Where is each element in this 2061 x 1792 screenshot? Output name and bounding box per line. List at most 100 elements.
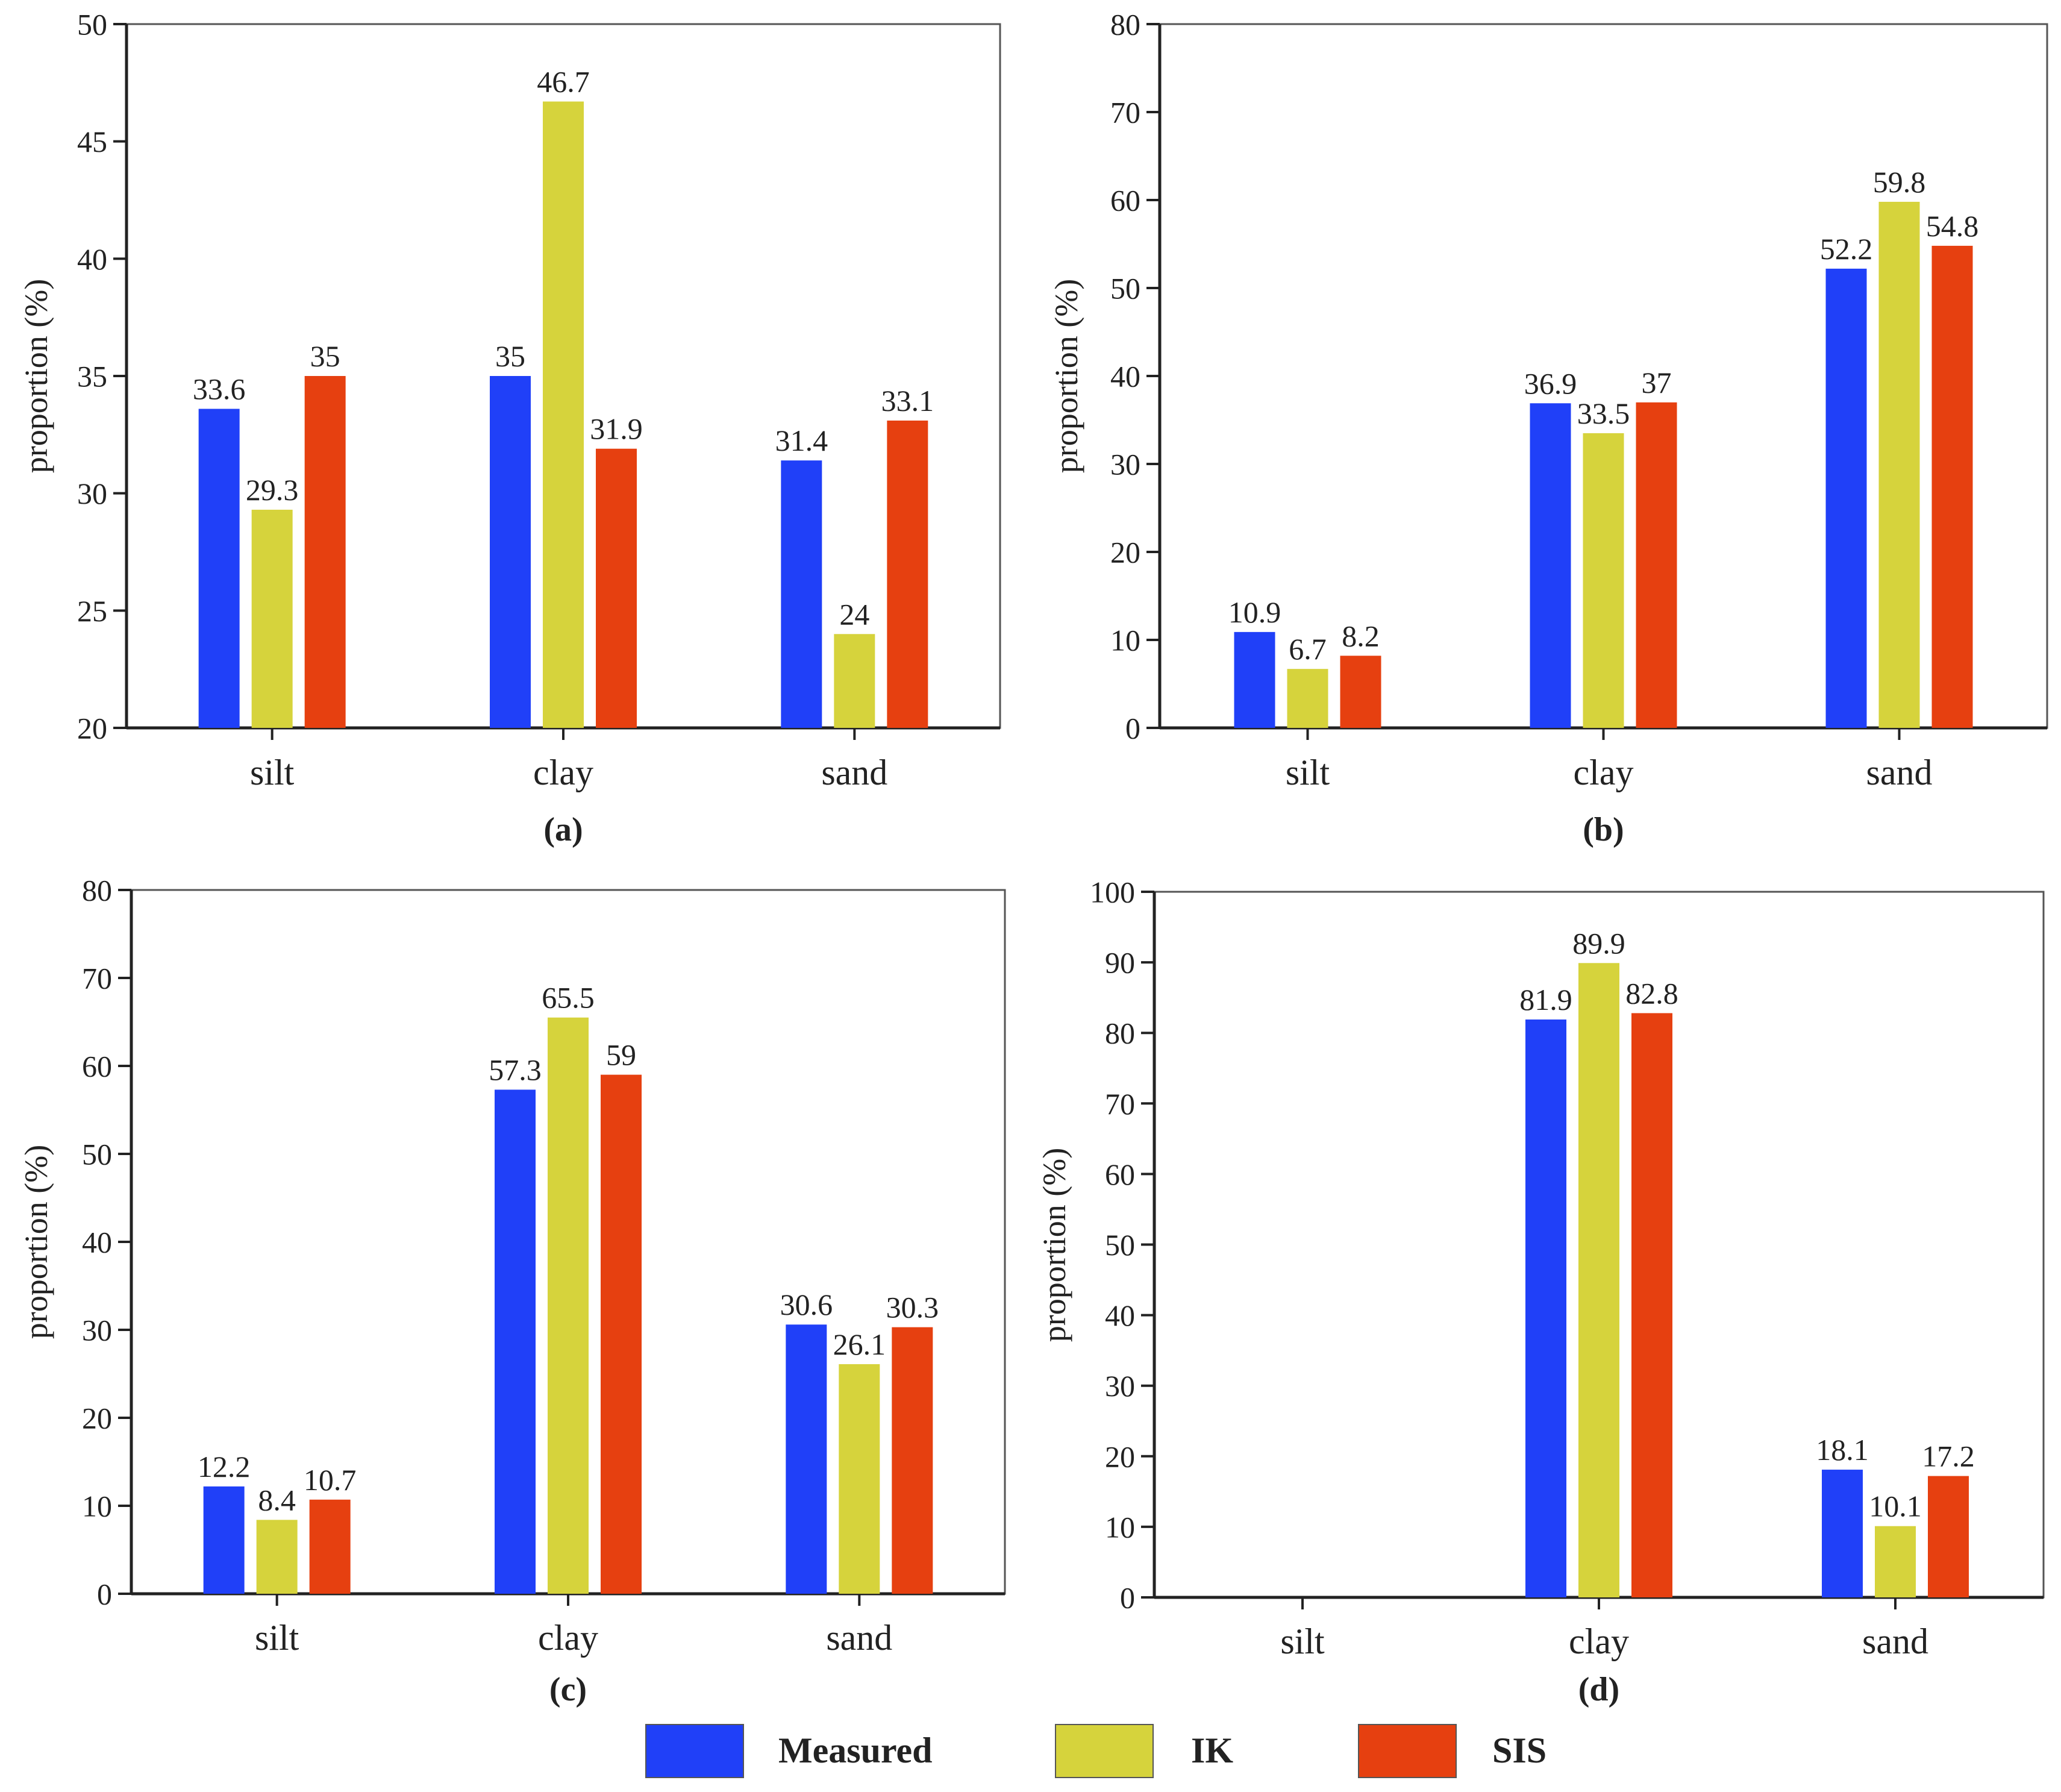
chart-panel-b: 0 10 20 30 40 50 60 70 80 proportion (%) silt 10.96… <box>1048 8 2048 848</box>
y-tick-label: 30 <box>1105 1369 1135 1403</box>
bar-ik-silt <box>251 509 293 728</box>
chart-panel-a: 20 25 30 35 40 45 50 proportion (%) silt 33.6 29.3… <box>18 8 1001 848</box>
bar-sis-silt <box>1340 656 1381 728</box>
bar-measured-silt <box>198 409 240 728</box>
panel-label: (c) <box>549 1671 587 1708</box>
y-axis-label: proportion (%) <box>1048 279 1084 473</box>
y-tick-label: 60 <box>1110 184 1140 218</box>
x-tick-label: silt <box>1280 1621 1325 1661</box>
bar-sis-clay <box>1636 402 1677 728</box>
y-tick-label: 20 <box>1105 1440 1135 1473</box>
y-tick-label: 40 <box>1110 360 1140 393</box>
data-label: 89.9 <box>1572 926 1625 960</box>
bar-measured-sand <box>781 460 822 728</box>
y-tick-label: 40 <box>82 1226 112 1259</box>
data-label: 33.1 <box>881 384 934 418</box>
chart-panel-c: 0 10 20 30 40 50 60 70 80 proportion (%) silt 12.28… <box>18 874 1006 1708</box>
y-tick-label: 50 <box>77 8 107 42</box>
data-label: 10.1 <box>1869 1490 1922 1523</box>
bar-measured-sand <box>1825 268 1867 728</box>
bar-ik-sand <box>839 1364 880 1594</box>
data-label: 59.8 <box>1873 165 1926 199</box>
bar-measured-clay <box>1525 1019 1566 1597</box>
y-tick-label: 10 <box>1105 1510 1135 1544</box>
data-label: 33.6 <box>193 372 246 406</box>
bar-ik-sand <box>834 634 875 728</box>
y-tick-label: 0 <box>1125 712 1140 745</box>
data-label: 10.9 <box>1228 595 1281 629</box>
x-tick-label: clay <box>533 753 593 792</box>
panel-label: (a) <box>543 811 583 848</box>
bar-sis-silt <box>304 376 346 728</box>
chart-panel-d: 0 10 20 30 40 50 60 70 80 90 100 proportion (%) silt… <box>1036 876 2045 1708</box>
y-tick-label: 40 <box>1105 1299 1135 1332</box>
bar-sis-clay <box>601 1074 642 1594</box>
y-tick-label: 30 <box>82 1314 112 1347</box>
y-tick-label: 70 <box>82 962 112 995</box>
bar-ik-clay <box>1583 433 1624 728</box>
data-label: 35 <box>495 339 525 373</box>
y-tick-label: 0 <box>97 1577 112 1611</box>
y-axis-label: proportion (%) <box>18 279 54 473</box>
data-label: 31.4 <box>775 424 828 457</box>
data-label: 26.1 <box>833 1327 886 1361</box>
legend-swatch-ik <box>1055 1724 1154 1778</box>
data-label: 12.2 <box>198 1450 251 1483</box>
bar-measured-sand <box>1822 1470 1863 1597</box>
x-tick-label: clay <box>538 1618 598 1658</box>
y-tick-label: 30 <box>1110 448 1140 481</box>
x-tick-label: silt <box>255 1618 299 1658</box>
data-label: 46.7 <box>537 64 590 98</box>
bar-measured-clay <box>1530 403 1571 728</box>
data-label: 8.2 <box>1342 619 1380 653</box>
y-tick-label: 60 <box>82 1050 112 1083</box>
bar-sis-clay <box>596 448 637 728</box>
data-label: 6.7 <box>1289 632 1327 666</box>
x-tick-label: silt <box>250 753 295 792</box>
bar-sis-sand <box>887 420 928 728</box>
data-label: 35 <box>310 339 340 373</box>
y-tick-label: 80 <box>1105 1017 1135 1050</box>
data-label: 52.2 <box>1820 232 1873 266</box>
data-label: 18.1 <box>1816 1433 1869 1467</box>
y-tick-label: 0 <box>1120 1581 1135 1615</box>
data-label: 24 <box>839 597 869 631</box>
data-label: 29.3 <box>246 473 299 507</box>
data-label: 33.5 <box>1577 396 1630 430</box>
bar-sis-clay <box>1631 1013 1672 1597</box>
x-tick-label: clay <box>1569 1621 1629 1661</box>
bar-measured-clay <box>490 376 531 728</box>
legend: Measured IK SIS <box>645 1724 1547 1778</box>
data-label: 57.3 <box>489 1053 542 1086</box>
bar-sis-sand <box>892 1327 933 1594</box>
data-label: 30.3 <box>886 1291 939 1324</box>
y-tick-label: 20 <box>82 1402 112 1435</box>
x-tick-label: sand <box>1866 753 1933 792</box>
data-label: 30.6 <box>780 1288 833 1321</box>
y-tick-label: 80 <box>1110 8 1140 42</box>
bar-sis-sand <box>1928 1476 1969 1597</box>
y-tick-label: 10 <box>82 1490 112 1523</box>
y-tick-label: 10 <box>1110 624 1140 657</box>
y-tick-label: 100 <box>1090 876 1135 909</box>
legend-swatch-measured <box>645 1724 744 1778</box>
bar-ik-clay <box>548 1017 589 1594</box>
panel-label: (b) <box>1583 811 1624 848</box>
y-tick-label: 35 <box>77 360 107 393</box>
legend-label-sis: SIS <box>1492 1731 1547 1770</box>
y-tick-label: 70 <box>1105 1087 1135 1121</box>
data-label: 82.8 <box>1625 976 1678 1010</box>
legend-label-measured: Measured <box>778 1731 933 1770</box>
x-tick-label: silt <box>1286 753 1330 792</box>
y-tick-label: 20 <box>77 712 107 745</box>
data-label: 59 <box>606 1038 636 1072</box>
data-label: 81.9 <box>1519 983 1572 1017</box>
y-tick-label: 40 <box>77 242 107 276</box>
data-label: 65.5 <box>542 981 595 1015</box>
bar-ik-clay <box>543 101 584 728</box>
chart-panels: 20 25 30 35 40 45 50 proportion (%) silt 33.6 29.3… <box>18 8 2048 1708</box>
panel-label: (d) <box>1578 1671 1619 1708</box>
bar-measured-silt <box>1234 631 1275 728</box>
y-axis-label: proportion (%) <box>18 1145 54 1339</box>
